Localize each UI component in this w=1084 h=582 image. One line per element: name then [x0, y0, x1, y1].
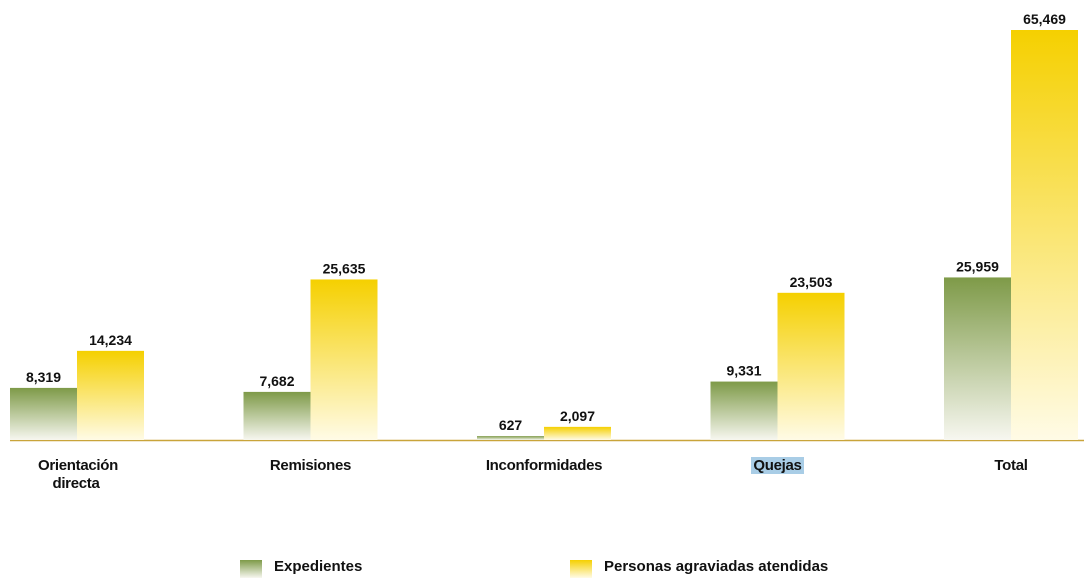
x-tick-label: Quejas: [713, 457, 843, 475]
x-tick-label-text: Inconformidades: [485, 457, 603, 474]
value-label: 14,234: [89, 332, 132, 348]
value-label: 9,331: [726, 363, 761, 379]
bar: [10, 387, 77, 440]
x-tick-label: Remisiones: [246, 457, 376, 475]
legend-label-text: Expedientes: [274, 558, 363, 575]
value-label: 2,097: [560, 408, 595, 424]
bar: [243, 391, 311, 440]
bar: [1011, 30, 1078, 440]
x-tick-label-text: Remisiones: [269, 457, 352, 474]
bar: [710, 381, 778, 440]
legend-label: Expedientes: [274, 558, 362, 575]
x-tick-label: Orientación directa: [12, 457, 142, 493]
legend-swatch: [240, 560, 262, 578]
value-label: 23,503: [790, 274, 833, 290]
value-label: 65,469: [1023, 11, 1066, 27]
value-label: 7,682: [259, 373, 294, 389]
x-tick-label-text: Quejas: [751, 457, 804, 474]
x-tick-label: Total: [946, 457, 1076, 475]
bar: [944, 277, 1011, 440]
value-label: 8,319: [26, 369, 61, 385]
legend-label-text: Personas agraviadas atendidas: [604, 558, 829, 575]
bar: [310, 279, 378, 440]
x-tick-label: Inconformidades: [479, 457, 609, 475]
legend-label: Personas agraviadas atendidas: [604, 558, 828, 575]
bar: [544, 426, 611, 440]
legend-swatch: [570, 560, 592, 578]
bar: [477, 436, 544, 440]
x-tick-label-text: Orientación directa: [37, 457, 119, 492]
bar: [77, 350, 144, 440]
x-tick-label-text: Total: [994, 457, 1028, 474]
value-label: 25,635: [323, 260, 366, 276]
value-label: 627: [499, 417, 523, 433]
bar: [777, 292, 845, 440]
value-label: 25,959: [956, 258, 999, 274]
